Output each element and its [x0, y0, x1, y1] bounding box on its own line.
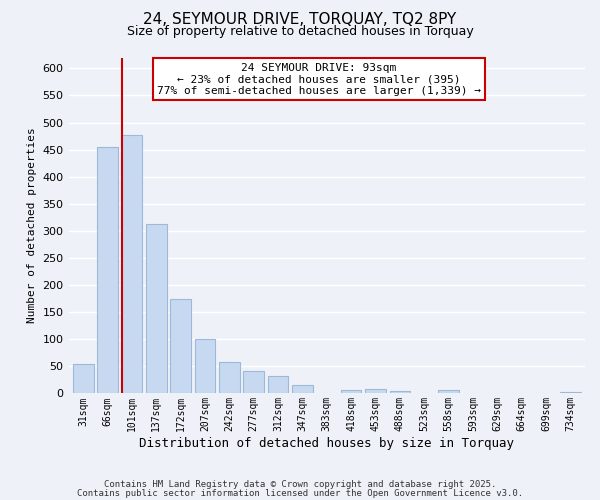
Bar: [73, 364, 94, 394]
Text: Contains public sector information licensed under the Open Government Licence v3: Contains public sector information licen…: [77, 488, 523, 498]
Bar: [194, 339, 215, 394]
Text: 24 SEYMOUR DRIVE: 93sqm
← 23% of detached houses are smaller (395)
77% of semi-d: 24 SEYMOUR DRIVE: 93sqm ← 23% of detache…: [157, 62, 481, 96]
Bar: [560, 392, 581, 394]
Bar: [244, 370, 264, 394]
Bar: [268, 376, 289, 394]
Text: Size of property relative to detached houses in Torquay: Size of property relative to detached ho…: [127, 25, 473, 38]
Text: 24, SEYMOUR DRIVE, TORQUAY, TQ2 8PY: 24, SEYMOUR DRIVE, TORQUAY, TQ2 8PY: [143, 12, 457, 28]
X-axis label: Distribution of detached houses by size in Torquay: Distribution of detached houses by size …: [139, 437, 514, 450]
Bar: [170, 298, 191, 394]
Bar: [438, 390, 459, 394]
Bar: [146, 224, 167, 394]
Text: Contains HM Land Registry data © Crown copyright and database right 2025.: Contains HM Land Registry data © Crown c…: [104, 480, 496, 489]
Bar: [341, 390, 361, 394]
Bar: [97, 147, 118, 394]
Bar: [292, 386, 313, 394]
Y-axis label: Number of detached properties: Number of detached properties: [27, 128, 37, 324]
Bar: [389, 390, 410, 394]
Bar: [365, 388, 386, 394]
Bar: [219, 362, 239, 394]
Bar: [122, 135, 142, 394]
